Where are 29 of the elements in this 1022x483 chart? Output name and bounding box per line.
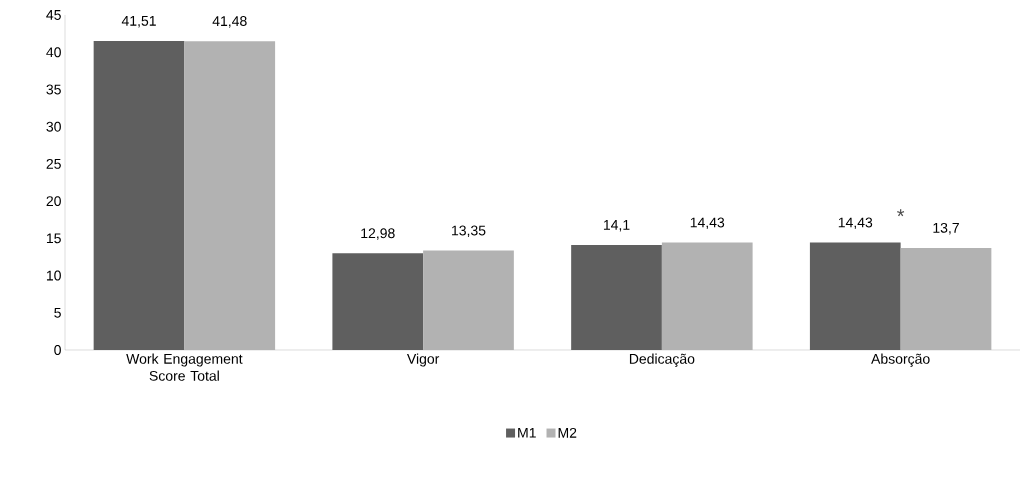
data-label: 41,48 [212,16,247,28]
bar [93,40,185,350]
x-tick-label: Vigor [406,353,440,367]
x-tick-label: Dedicação [629,353,695,367]
data-label: 13,7 [933,222,959,235]
y-tick-label: 40 [46,47,61,58]
data-label: 41,51 [121,16,156,28]
data-label: 14,1 [603,220,630,232]
y-tick-label: 35 [46,84,61,95]
y-tick-label: 10 [46,270,61,281]
y-tick-label: 5 [54,307,61,318]
data-label: 13,35 [452,225,486,238]
x-tick-label: Work Engagement Score Total [126,353,243,381]
x-tick-label: Absorção [871,353,930,367]
bar [571,245,662,350]
bar [809,242,901,350]
y-tick-label: 45 [46,10,61,20]
data-label: 14,43 [690,217,725,230]
y-tick-label: 15 [46,233,61,244]
bar [332,253,424,350]
legend-label: M2 [558,427,577,438]
legend-label: M1 [518,427,536,438]
data-label: 14,43 [838,217,873,230]
y-tick-label: 25 [46,158,61,169]
y-tick-label: 0 [54,345,61,355]
data-label: 12,98 [361,228,395,240]
y-tick-label: 20 [46,196,61,207]
annotation: * [897,209,905,217]
y-tick-label: 30 [46,121,61,132]
